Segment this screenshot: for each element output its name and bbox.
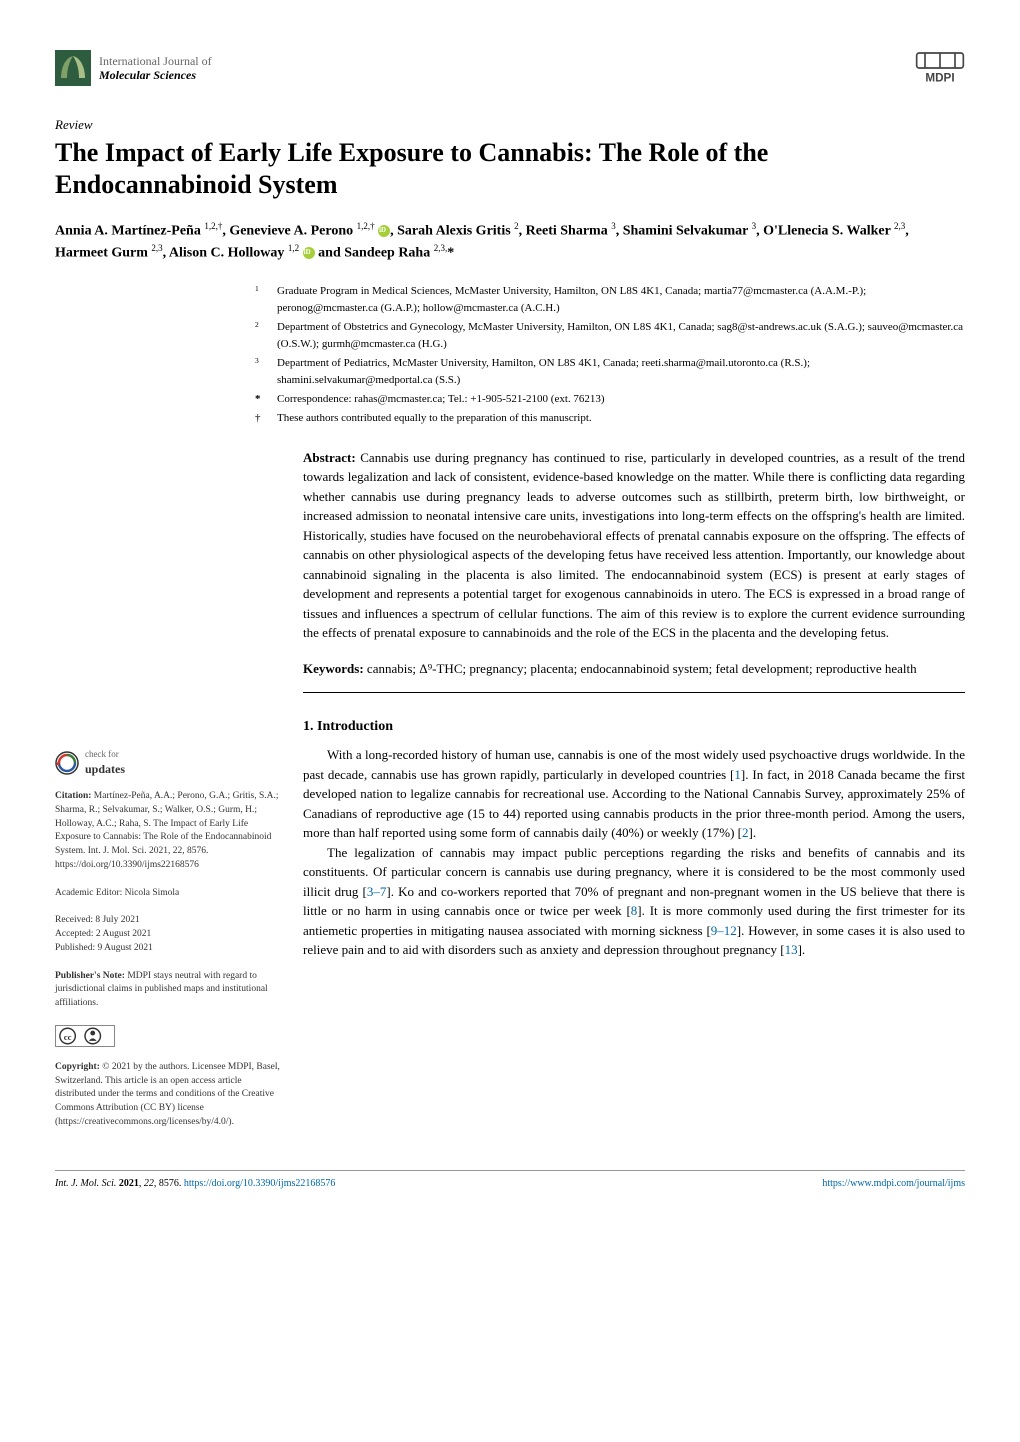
article-title: The Impact of Early Life Exposure to Can…	[55, 137, 965, 202]
check-updates-text: check for updates	[85, 748, 125, 778]
affil-number: 3	[255, 355, 267, 389]
citation-text: Martínez-Peña, A.A.; Perono, G.A.; Griti…	[55, 791, 279, 870]
orcid-icon	[303, 247, 315, 259]
section-heading: 1. Introduction	[303, 717, 965, 737]
citation-ref[interactable]: 13	[785, 942, 798, 957]
editor-name: Nicola Simola	[125, 888, 180, 898]
equal-contrib-row: † These authors contributed equally to th…	[255, 410, 965, 427]
journal-line1: International Journal of	[99, 54, 212, 68]
authors-list: Annia A. Martínez-Peña 1,2,†, Genevieve …	[55, 220, 965, 263]
affil-number: 2	[255, 319, 267, 353]
citation-ref[interactable]: 2	[742, 825, 749, 840]
equal-contrib-text: These authors contributed equally to the…	[277, 410, 592, 427]
page-footer: Int. J. Mol. Sci. 2021, 22, 8576. https:…	[55, 1170, 965, 1192]
editor-block: Academic Editor: Nicola Simola	[55, 887, 283, 901]
check-updates-badge[interactable]: check for updates	[55, 748, 283, 778]
affil-text: Department of Pediatrics, McMaster Unive…	[277, 355, 965, 389]
keywords-text: cannabis; Δ⁹-THC; pregnancy; placenta; e…	[367, 661, 917, 676]
main-column: Abstract: Cannabis use during pregnancy …	[303, 448, 965, 1130]
section-divider	[303, 692, 965, 693]
affil-text: Department of Obstetrics and Gynecology,…	[277, 319, 965, 353]
svg-text:cc: cc	[64, 1032, 72, 1042]
updates-line2: updates	[85, 761, 125, 778]
citation-ref[interactable]: 3–7	[367, 884, 387, 899]
affiliation-row: 2 Department of Obstetrics and Gynecology…	[255, 319, 965, 353]
journal-url-link[interactable]: https://www.mdpi.com/journal/ijms	[822, 1178, 965, 1189]
affiliations-block: 1 Graduate Program in Medical Sciences, M…	[255, 283, 965, 427]
citation-ref[interactable]: 1	[734, 767, 741, 782]
date-accepted: Accepted: 2 August 2021	[55, 928, 283, 942]
affiliation-row: 1 Graduate Program in Medical Sciences, M…	[255, 283, 965, 317]
orcid-icon	[378, 225, 390, 237]
citation-ref[interactable]: 8	[631, 903, 638, 918]
copyright-block: Copyright: © 2021 by the authors. Licens…	[55, 1061, 283, 1130]
doi-link[interactable]: https://doi.org/10.3390/ijms22168576	[184, 1178, 336, 1189]
check-updates-icon	[55, 751, 79, 775]
publishers-note: Publisher's Note: MDPI stays neutral wit…	[55, 970, 283, 1011]
footer-right: https://www.mdpi.com/journal/ijms	[822, 1177, 965, 1192]
affiliation-row: 3 Department of Pediatrics, McMaster Univ…	[255, 355, 965, 389]
journal-name: International Journal of Molecular Scien…	[99, 54, 212, 83]
abstract-label: Abstract:	[303, 450, 356, 465]
page: International Journal of Molecular Scien…	[0, 0, 1020, 1231]
abstract-block: Abstract: Cannabis use during pregnancy …	[303, 448, 965, 643]
citation-ref[interactable]: 9–12	[711, 923, 737, 938]
citation-block: Citation: Martínez-Peña, A.A.; Perono, G…	[55, 790, 283, 873]
footer-left: Int. J. Mol. Sci. 2021, 22, 8576. https:…	[55, 1177, 335, 1192]
article-type: Review	[55, 116, 965, 135]
date-published: Published: 9 August 2021	[55, 942, 283, 956]
editor-label: Academic Editor:	[55, 888, 122, 898]
affil-number: 1	[255, 283, 267, 317]
two-column-layout: check for updates Citation: Martínez-Peñ…	[55, 448, 965, 1130]
mdpi-logo-icon: MDPI	[915, 50, 965, 86]
journal-block: International Journal of Molecular Scien…	[55, 50, 212, 86]
correspondence-symbol: *	[255, 391, 267, 408]
equal-contrib-symbol: †	[255, 410, 267, 427]
cc-license-block: cc	[55, 1025, 283, 1047]
body-paragraph: With a long-recorded history of human us…	[303, 745, 965, 843]
citation-label: Citation:	[55, 791, 91, 801]
svg-text:MDPI: MDPI	[925, 71, 954, 84]
pubnote-label: Publisher's Note:	[55, 971, 125, 981]
abstract-text: Cannabis use during pregnancy has contin…	[303, 450, 965, 641]
cc-logo-icon: cc	[55, 1025, 115, 1047]
keywords-block: Keywords: cannabis; Δ⁹-THC; pregnancy; p…	[303, 659, 965, 679]
affil-text: Graduate Program in Medical Sciences, Mc…	[277, 283, 965, 317]
dates-block: Received: 8 July 2021 Accepted: 2 August…	[55, 914, 283, 955]
updates-line1: check for	[85, 748, 125, 761]
correspondence-text: Correspondence: rahas@mcmaster.ca; Tel.:…	[277, 391, 605, 408]
body-paragraph: The legalization of cannabis may impact …	[303, 843, 965, 960]
correspondence-row: * Correspondence: rahas@mcmaster.ca; Tel.…	[255, 391, 965, 408]
page-header: International Journal of Molecular Scien…	[55, 50, 965, 86]
copyright-label: Copyright:	[55, 1062, 100, 1072]
journal-line2: Molecular Sciences	[99, 68, 212, 82]
sidebar-spacer	[55, 448, 283, 748]
date-received: Received: 8 July 2021	[55, 914, 283, 928]
journal-logo-icon	[55, 50, 91, 86]
sidebar: check for updates Citation: Martínez-Peñ…	[55, 448, 283, 1130]
keywords-label: Keywords:	[303, 661, 364, 676]
